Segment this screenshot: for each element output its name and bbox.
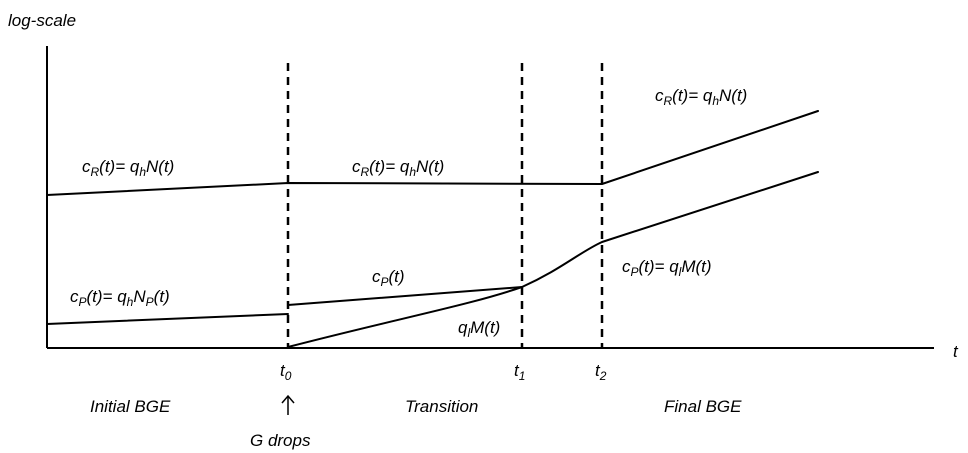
cr-final-label: cR(t)= qhN(t) — [655, 86, 747, 108]
region-initial-label: Initial BGE — [90, 397, 171, 416]
t2-label: t2 — [595, 361, 607, 383]
ql-m-curve — [287, 171, 819, 348]
event-marker: G drops — [250, 394, 311, 450]
x-axis-label: t — [953, 342, 959, 361]
axes: log-scale t — [8, 11, 959, 361]
cp-transition-curve — [287, 286, 523, 306]
curves — [46, 110, 819, 348]
region-labels: Initial BGE Transition Final BGE — [90, 397, 742, 416]
event-label: G drops — [250, 431, 311, 450]
time-markers: t0 t1 t2 — [280, 361, 607, 383]
y-axis-label: log-scale — [8, 11, 76, 30]
time-dividers — [286, 63, 604, 348]
ql-m-label: qlM(t) — [458, 318, 500, 340]
t0-label: t0 — [280, 361, 292, 383]
cr-curve — [46, 110, 819, 196]
t1-label: t1 — [514, 361, 525, 383]
cr-initial-label: cR(t)= qhN(t) — [82, 157, 174, 179]
region-transition-label: Transition — [405, 397, 478, 416]
region-final-label: Final BGE — [664, 397, 742, 416]
cr-transition-label: cR(t)= qhN(t) — [352, 157, 444, 179]
cp-initial-curve — [46, 313, 289, 325]
up-arrow-icon — [281, 394, 295, 415]
curve-labels: cR(t)= qhN(t) cR(t)= qhN(t) cR(t)= qhN(t… — [70, 86, 747, 340]
cp-transition-label: cP(t) — [372, 267, 405, 289]
cp-initial-label: cP(t)= qhNP(t) — [70, 287, 170, 309]
cp-final-label: cP(t)= qlM(t) — [622, 257, 712, 279]
